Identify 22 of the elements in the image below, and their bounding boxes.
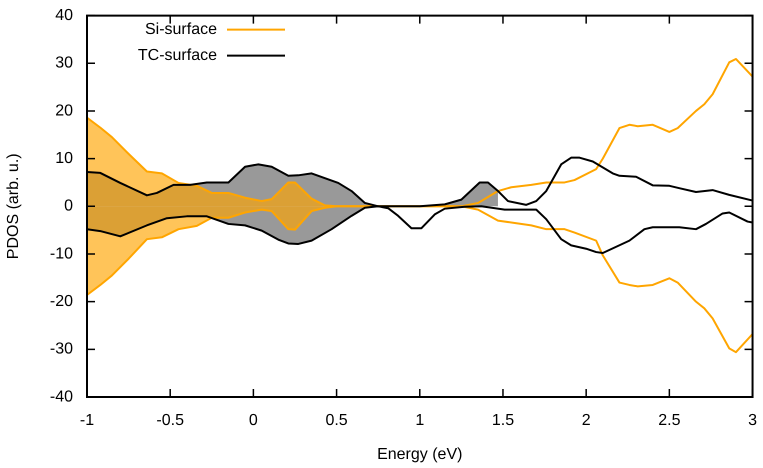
y-tick-label: 30 [55, 54, 74, 72]
y-tick-label: 40 [55, 7, 74, 24]
x-tick-label: -0.5 [156, 412, 184, 430]
x-tick-label: 1 [415, 412, 424, 430]
y-axis-title: PDOS (arb. u.) [5, 153, 22, 260]
y-tick-label: -40 [50, 388, 74, 406]
y-tick-label: -30 [50, 340, 74, 358]
y-tick-label: -10 [50, 245, 74, 262]
x-tick-label: -1 [80, 412, 94, 430]
x-tick-label: 1.5 [492, 412, 514, 430]
y-tick-label: 10 [55, 150, 74, 168]
y-tick-label: -20 [50, 293, 74, 310]
y-tick-label: 20 [55, 102, 74, 120]
x-tick-label: 0.5 [325, 412, 348, 430]
y-tick-label: 0 [64, 198, 74, 215]
legend-label: TC-surface [138, 47, 218, 64]
x-tick-label: 2 [582, 412, 591, 430]
x-tick-label: 0 [248, 412, 258, 430]
x-tick-label: 3 [748, 412, 758, 430]
legend-label: Si-surface [144, 21, 218, 38]
x-tick-label: 2.5 [658, 412, 681, 430]
x-axis-title: Energy (eV) [377, 446, 462, 463]
